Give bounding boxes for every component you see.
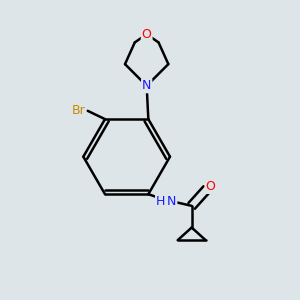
Text: O: O	[206, 180, 216, 193]
Text: Br: Br	[71, 104, 85, 117]
Text: N: N	[167, 195, 176, 208]
Text: O: O	[142, 28, 152, 40]
Text: N: N	[142, 79, 152, 92]
Text: H: H	[156, 195, 165, 208]
